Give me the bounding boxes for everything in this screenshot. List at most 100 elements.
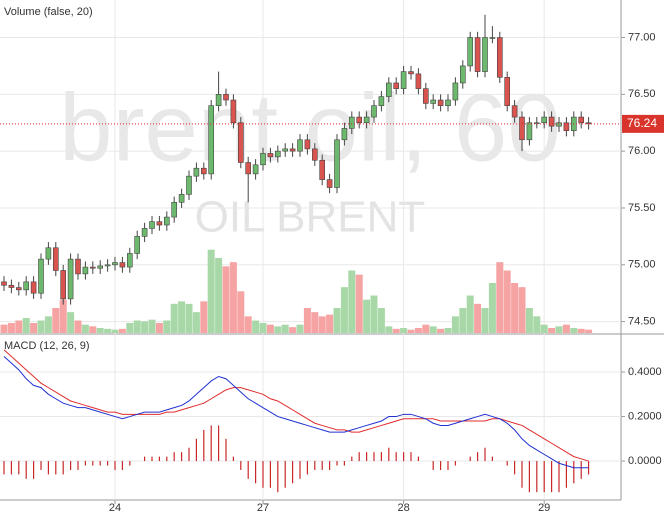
watermark-group: brent oil, 60 OIL BRENT (59, 74, 561, 241)
candle-body (400, 71, 407, 89)
candle-body (311, 148, 318, 161)
candle-body (578, 116, 585, 124)
volume-bar (385, 326, 393, 333)
y-tick-label: 75.50 (628, 202, 656, 214)
candle-body (97, 265, 103, 269)
candle-body (134, 236, 140, 254)
volume-bar (311, 312, 319, 333)
volume-bar (562, 324, 570, 333)
volume-bar (318, 316, 326, 333)
y2-tick-label: 0.0000 (628, 455, 662, 467)
candle-body (415, 73, 422, 89)
candle-body (141, 228, 148, 237)
candle-body (149, 221, 155, 229)
volume-bar (222, 266, 230, 333)
watermark-subtitle: OIL BRENT (195, 193, 426, 242)
volume-bar (185, 303, 193, 333)
candle-body (201, 167, 207, 175)
candle-body (60, 270, 67, 300)
candle-body (385, 82, 392, 97)
candle-body (30, 281, 37, 294)
volume-bar (274, 326, 282, 333)
volume-bar (540, 324, 548, 333)
volume-bar (200, 301, 208, 333)
candle-body (1, 281, 7, 286)
candle-body (474, 37, 481, 72)
y-tick-label: 76.50 (628, 88, 656, 100)
volume-bar (59, 299, 67, 333)
volume-bar (548, 328, 556, 333)
volume-bar (570, 328, 578, 333)
candle-body (238, 122, 244, 163)
candle-body (178, 194, 185, 203)
volume-bar (466, 295, 474, 333)
candle-body (548, 116, 555, 127)
volume-bar (281, 324, 289, 333)
volume-bar (585, 329, 593, 333)
signal-line (3, 349, 589, 462)
volume-bar (252, 320, 260, 333)
volume-bar (178, 301, 186, 333)
candle-body (289, 148, 296, 152)
candle-body (274, 150, 281, 158)
candle-body (489, 37, 496, 39)
chart-title: Volume (false, 20) (4, 6, 93, 18)
candle-body (326, 179, 333, 188)
candle-body (334, 139, 340, 188)
volume-bar (259, 323, 267, 333)
candle-body (430, 99, 437, 104)
y2-tick-label: 0.4000 (628, 366, 662, 378)
volume-bar (414, 328, 422, 333)
candle-body (104, 264, 111, 267)
candle-body (408, 71, 414, 75)
candle-body (223, 94, 229, 101)
volume-bar (22, 318, 30, 333)
volume-bar (481, 308, 489, 333)
candle-body (75, 258, 81, 275)
candle-body (422, 88, 429, 104)
candle-body (511, 105, 518, 118)
volume-bar (533, 316, 541, 333)
candle-body (541, 116, 548, 124)
candle-body (230, 99, 237, 124)
candle-body (437, 99, 444, 106)
macd-title: MACD (12, 26, 9) (4, 340, 90, 352)
candle-body (467, 37, 474, 67)
candle-body (245, 162, 251, 175)
candle-body (127, 253, 133, 268)
x-tick-label: 27 (257, 502, 269, 514)
candle-body (526, 122, 533, 141)
volume-bar (407, 329, 415, 333)
candle-body (23, 281, 30, 291)
volume-bar (89, 326, 97, 333)
candle-body (67, 258, 74, 300)
volume-bar (370, 295, 378, 333)
y-tick-label: 75.00 (628, 259, 656, 271)
candle-body (319, 159, 326, 180)
candle-body (533, 122, 540, 125)
volume-bar (104, 328, 112, 333)
volume-bar (444, 328, 452, 333)
candle-body (15, 287, 22, 291)
candle-body (393, 82, 400, 89)
candle-body (164, 216, 170, 226)
volume-bar (289, 327, 297, 333)
volume-bar (303, 308, 311, 333)
volume-bar (155, 323, 163, 333)
candle-body (297, 139, 303, 152)
candle-body (252, 164, 259, 175)
candle-body (341, 128, 348, 141)
last-price-label: 76.24 (627, 116, 657, 130)
volume-bar (148, 319, 156, 333)
x-tick-label: 24 (109, 502, 121, 514)
volume-bar (141, 321, 149, 333)
candle-body (156, 221, 163, 226)
volume-bar (170, 303, 178, 333)
volume-bar (266, 324, 274, 333)
volume-bar (37, 320, 45, 333)
volume-bar (111, 329, 119, 333)
candle-body (378, 96, 385, 106)
volume-bar (96, 328, 104, 333)
candle-body (496, 37, 503, 78)
y-tick-label: 76.00 (628, 145, 656, 157)
